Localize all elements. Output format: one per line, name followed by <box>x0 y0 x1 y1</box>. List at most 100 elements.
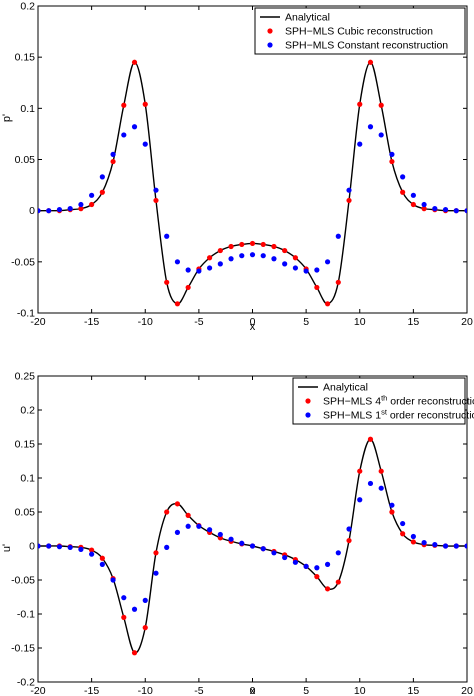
data-point <box>453 543 459 549</box>
data-point <box>142 625 148 631</box>
data-point <box>142 597 148 604</box>
data-point <box>89 551 95 557</box>
data-point <box>56 207 63 213</box>
data-point <box>153 550 159 556</box>
data-point <box>67 206 73 212</box>
x-tick-label: 5 <box>303 316 309 328</box>
legend-box <box>292 377 466 425</box>
x-tick-label: 10 <box>354 685 366 696</box>
legend-item: SPH−MLS Cubic reconstruction <box>267 26 433 38</box>
y-tick-label: -0.1 <box>17 609 35 621</box>
data-point <box>164 279 170 285</box>
data-point <box>292 255 298 261</box>
data-point <box>153 570 159 576</box>
y-tick-label: -0.15 <box>11 643 35 655</box>
data-point <box>174 501 181 507</box>
data-point <box>174 301 181 307</box>
data-point <box>314 267 320 273</box>
legend-label: Analytical <box>285 12 330 24</box>
data-point <box>46 543 52 549</box>
data-point <box>282 261 288 267</box>
x-tick-label: -10 <box>138 685 153 696</box>
y-tick-label: 0.2 <box>20 1 35 13</box>
data-point <box>67 544 73 550</box>
legend-label: SPH−MLS Constant reconstruction <box>285 40 448 52</box>
data-point <box>367 480 374 487</box>
data-point <box>314 565 320 571</box>
y-axis-label: p' <box>1 114 13 122</box>
x-tick-label: -15 <box>84 685 99 696</box>
data-point <box>314 284 320 291</box>
data-point <box>89 547 95 553</box>
data-point <box>89 192 95 198</box>
y-tick-label: -0.2 <box>17 677 35 689</box>
data-point <box>400 531 406 537</box>
data-point <box>271 243 277 250</box>
data-point <box>464 208 467 214</box>
data-point <box>357 101 363 107</box>
series-2 <box>38 59 467 307</box>
data-point <box>367 436 374 442</box>
x-tick-label: -5 <box>194 316 203 328</box>
data-point <box>153 187 159 193</box>
data-point <box>432 542 438 548</box>
data-point <box>282 554 288 561</box>
legend-marker-swatch <box>267 28 273 34</box>
data-point <box>239 540 245 546</box>
data-point <box>185 267 191 273</box>
data-point <box>421 540 427 546</box>
data-point <box>142 141 148 147</box>
data-point <box>357 468 363 474</box>
data-point <box>110 151 116 157</box>
data-point <box>56 544 63 550</box>
chart-2: -20 -15 -10 -5 0 5 10 15 20 -0.2 -0.15 -0.1 -0.05 0 0.… <box>1 371 474 696</box>
x-tick-label: 5 <box>303 685 309 696</box>
data-point <box>46 208 52 214</box>
data-point <box>38 208 41 214</box>
x-tick-label: -20 <box>30 316 45 328</box>
y-tick-label: 0 <box>29 541 35 553</box>
data-point <box>174 259 181 265</box>
x-tick-label: -10 <box>138 316 153 328</box>
x-axis-label: x <box>250 321 256 333</box>
chart-1: -20 -15 -10 -5 0 5 10 15 20 -0.1 -0.05 0 0.05 0.1 0.15… <box>1 1 473 334</box>
data-point <box>217 531 223 538</box>
y-tick-label: 0.2 <box>20 405 35 417</box>
data-point <box>99 561 105 567</box>
y-tick-label: 0.1 <box>20 473 35 485</box>
data-point <box>357 141 363 147</box>
data-point <box>442 207 449 213</box>
legend-label: Analytical <box>323 382 368 394</box>
y-tick-label: 0.1 <box>20 103 35 115</box>
data-point <box>121 614 127 621</box>
data-point <box>131 606 138 612</box>
data-point <box>249 252 256 258</box>
data-point <box>378 468 384 474</box>
x-axis-label: x <box>250 685 256 696</box>
y-tick-label: 0.15 <box>15 52 36 64</box>
legend-item: Analytical <box>260 12 330 24</box>
data-point <box>239 241 245 248</box>
data-point <box>378 132 384 138</box>
data-point <box>142 101 148 107</box>
series-3 <box>38 480 467 612</box>
data-point <box>207 527 213 533</box>
data-point <box>131 650 138 656</box>
x-tick-label: 0 <box>250 685 256 696</box>
data-point <box>367 59 374 65</box>
y-tick-label: 0.05 <box>15 154 36 166</box>
y-tick-label: 0.25 <box>15 371 36 383</box>
data-point <box>335 579 341 585</box>
data-point <box>89 201 95 208</box>
data-point <box>346 537 352 544</box>
data-point <box>121 132 127 138</box>
legend-label: SPH−MLS Cubic reconstruction <box>285 26 433 38</box>
data-point <box>464 543 467 549</box>
data-point <box>389 158 395 165</box>
legend-marker-swatch <box>305 412 311 418</box>
data-point <box>271 256 277 262</box>
data-point <box>249 240 256 247</box>
x-tick-label: 0 <box>250 316 256 328</box>
y-tick-label: 0 <box>29 205 35 217</box>
